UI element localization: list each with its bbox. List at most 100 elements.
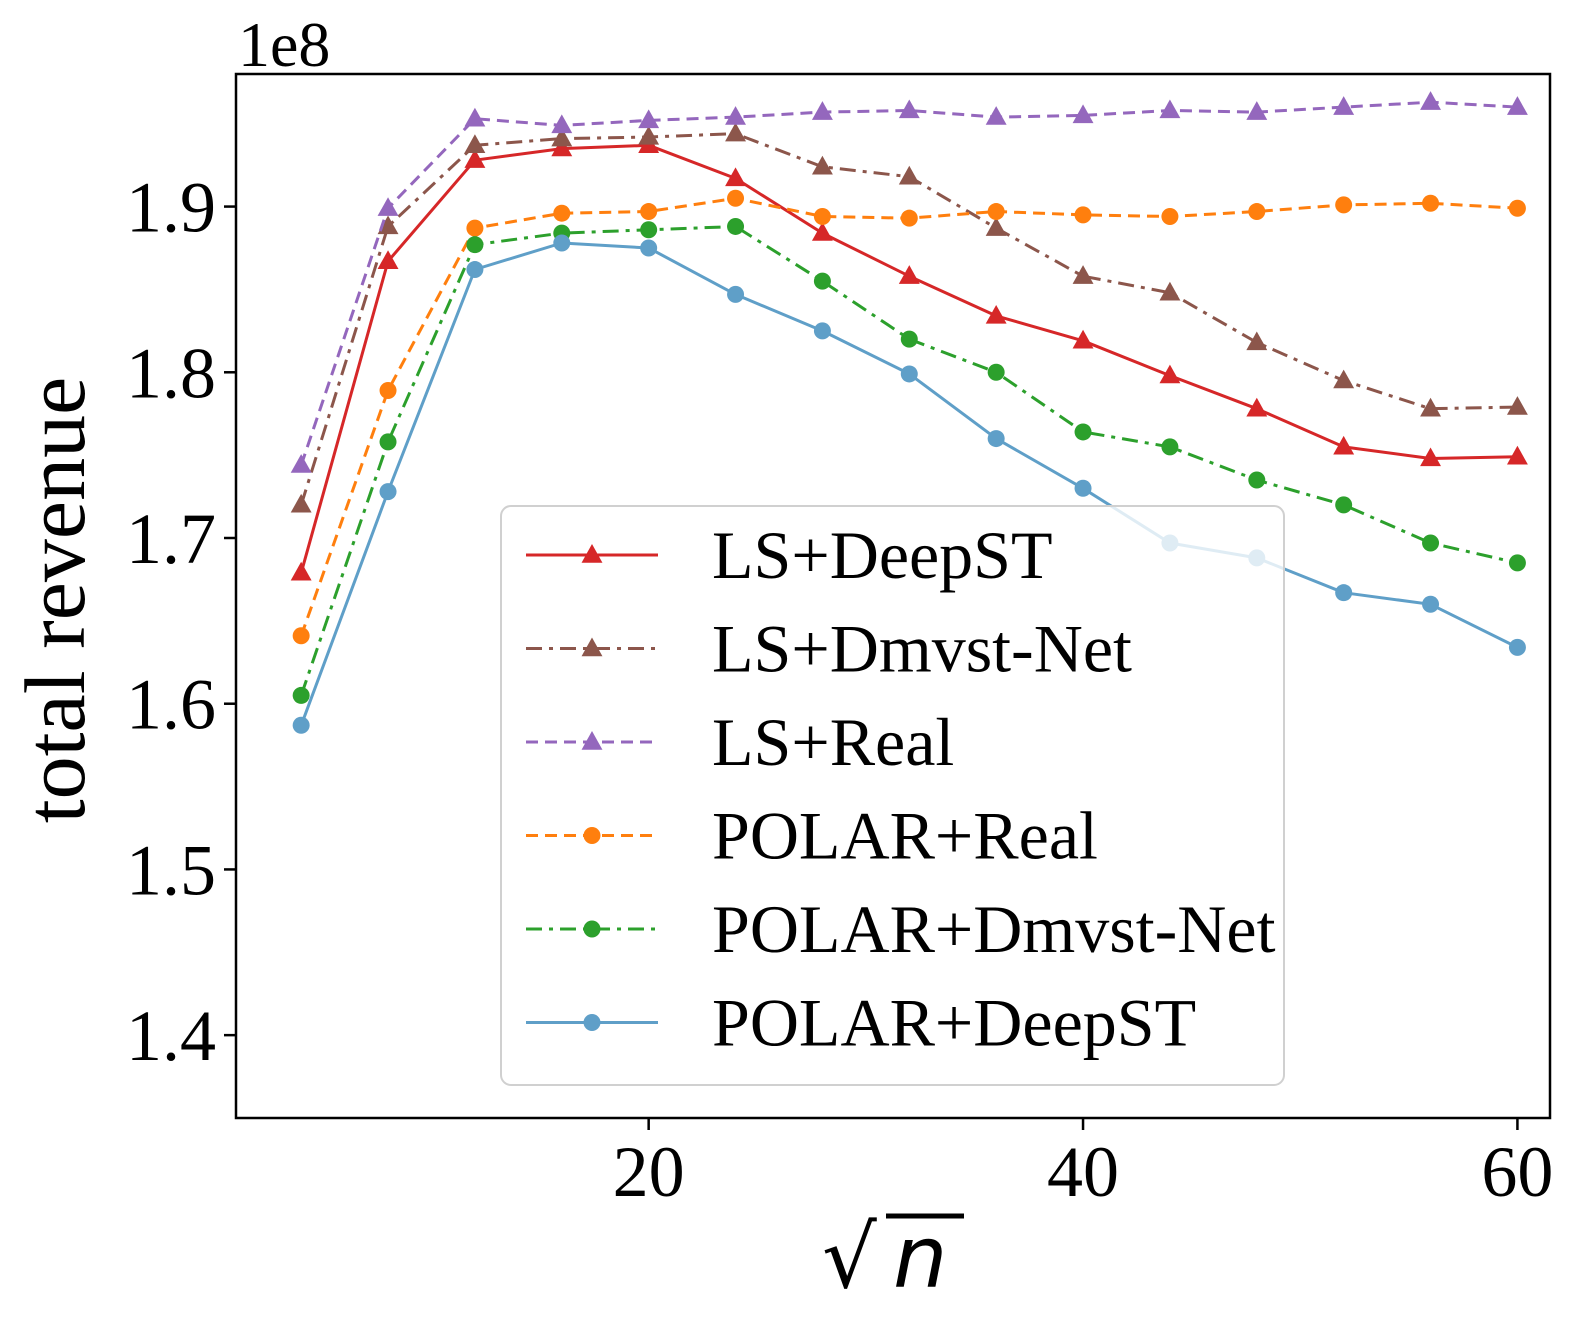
data-point bbox=[1335, 496, 1353, 514]
data-point bbox=[727, 217, 745, 235]
data-point bbox=[725, 122, 746, 142]
data-point bbox=[900, 330, 918, 348]
data-point bbox=[292, 716, 310, 734]
legend-marker bbox=[583, 827, 601, 844]
legend-marker bbox=[581, 731, 603, 750]
data-point bbox=[1246, 101, 1268, 120]
y-axis-ticks: 1.4 1.5 1.6 1.7 1.8 1.9 bbox=[126, 168, 236, 1076]
data-point bbox=[1422, 534, 1440, 552]
series-5 bbox=[292, 217, 1526, 704]
data-point bbox=[1159, 99, 1181, 119]
data-point bbox=[1333, 96, 1355, 115]
data-point bbox=[900, 365, 918, 383]
data-point bbox=[1420, 447, 1441, 467]
data-point bbox=[1420, 397, 1441, 417]
data-point bbox=[292, 686, 310, 704]
data-point bbox=[1248, 203, 1266, 221]
legend-label: POLAR+Dmvst-Net bbox=[712, 891, 1276, 967]
data-point bbox=[1422, 595, 1440, 613]
data-point bbox=[551, 114, 573, 134]
data-point bbox=[1246, 331, 1268, 351]
data-point bbox=[290, 561, 312, 581]
data-point bbox=[551, 137, 573, 157]
data-point bbox=[551, 127, 573, 147]
legend-entry: POLAR+Dmvst-Net bbox=[526, 891, 1276, 967]
plot-area-frame bbox=[234, 72, 1552, 1120]
legend-marker bbox=[583, 1014, 601, 1031]
data-point bbox=[813, 272, 831, 290]
y-axis-label: total revenue bbox=[7, 377, 103, 824]
data-point bbox=[811, 101, 833, 120]
y-tick-label: 1.7 bbox=[126, 499, 216, 579]
data-point bbox=[1508, 638, 1526, 656]
data-point bbox=[1508, 554, 1526, 572]
data-point bbox=[898, 99, 920, 119]
data-point bbox=[725, 106, 746, 125]
data-point bbox=[553, 204, 571, 222]
data-point bbox=[987, 430, 1005, 448]
series-line bbox=[299, 132, 1518, 506]
data-point bbox=[727, 285, 745, 303]
legend-box bbox=[500, 505, 1285, 1086]
data-point bbox=[638, 109, 660, 129]
data-point bbox=[464, 149, 486, 168]
data-point bbox=[985, 106, 1007, 125]
data-point bbox=[898, 165, 920, 185]
data-point bbox=[377, 250, 399, 269]
data-point bbox=[1159, 281, 1181, 301]
data-point bbox=[987, 363, 1005, 381]
y-tick-label: 1.5 bbox=[126, 830, 216, 910]
data-point bbox=[1333, 435, 1355, 455]
series-3 bbox=[290, 91, 1528, 473]
data-point bbox=[466, 261, 484, 279]
x-tick-label: 40 bbox=[1047, 1132, 1119, 1212]
data-point bbox=[553, 234, 571, 252]
data-point bbox=[466, 219, 484, 237]
data-point bbox=[985, 217, 1007, 236]
x-tick-label: 60 bbox=[1481, 1132, 1553, 1212]
data-point bbox=[813, 208, 831, 226]
series-4 bbox=[292, 189, 1526, 645]
data-point bbox=[987, 203, 1005, 221]
data-point bbox=[1420, 91, 1441, 110]
legend-label: LS+Dmvst-Net bbox=[712, 611, 1132, 687]
data-point bbox=[379, 483, 397, 501]
series-2 bbox=[290, 122, 1528, 513]
data-point bbox=[640, 221, 658, 239]
data-point bbox=[1506, 96, 1528, 115]
legend-marker bbox=[583, 920, 601, 938]
data-point bbox=[1159, 364, 1181, 384]
data-point bbox=[1074, 423, 1092, 441]
data-point bbox=[813, 322, 831, 340]
data-point bbox=[1506, 445, 1528, 465]
data-point bbox=[1074, 206, 1092, 224]
data-point bbox=[1335, 196, 1353, 214]
data-point bbox=[811, 222, 833, 241]
data-point bbox=[1333, 369, 1355, 389]
legend-marker bbox=[581, 544, 603, 563]
legend-label: LS+DeepST bbox=[712, 517, 1053, 593]
legend-entry: POLAR+Real bbox=[526, 798, 1098, 874]
x-tick-label: 20 bbox=[613, 1132, 685, 1212]
y-tick-label: 1.4 bbox=[126, 996, 216, 1076]
data-point bbox=[1246, 397, 1268, 417]
data-point bbox=[464, 134, 486, 153]
data-point bbox=[1072, 265, 1094, 284]
data-point bbox=[985, 304, 1007, 324]
data-point bbox=[464, 107, 486, 127]
legend-label: POLAR+Real bbox=[712, 798, 1098, 874]
y-tick-label: 1.8 bbox=[126, 333, 216, 413]
legend-entry: LS+Dmvst-Net bbox=[526, 611, 1132, 687]
x-axis-label: √ n bbox=[822, 1208, 964, 1308]
data-point bbox=[1248, 471, 1266, 489]
legend: LS+DeepST LS+Dmvst-Net LS+Real POLAR+Real PO… bbox=[500, 505, 1285, 1086]
data-point bbox=[1506, 396, 1528, 415]
data-point bbox=[1161, 438, 1179, 456]
legend-label: LS+Real bbox=[712, 704, 954, 780]
data-point bbox=[811, 155, 833, 175]
legend-label: POLAR+DeepST bbox=[712, 985, 1196, 1061]
data-point bbox=[377, 197, 399, 216]
data-point bbox=[290, 493, 312, 513]
legend-entries: LS+DeepST LS+Dmvst-Net LS+Real POLAR+Real PO… bbox=[526, 517, 1276, 1061]
